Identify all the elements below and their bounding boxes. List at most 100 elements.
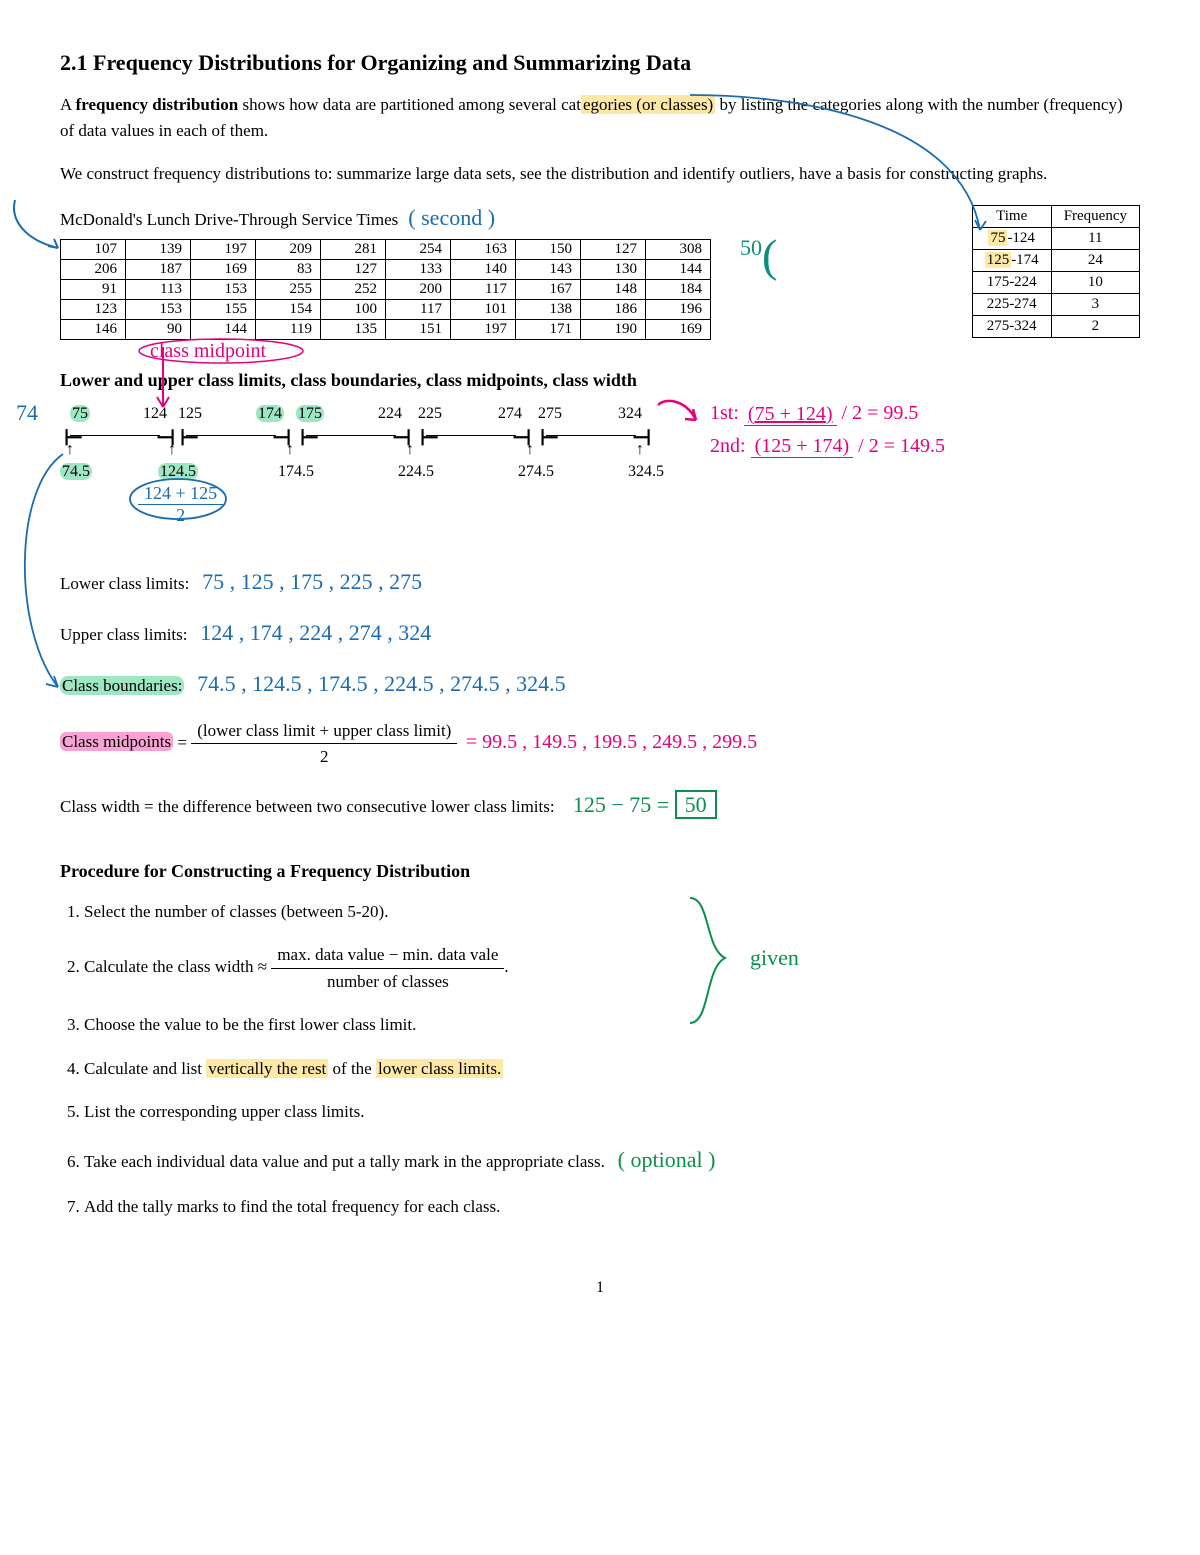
- table-cell: 153: [191, 279, 256, 299]
- table-cell: 163: [451, 239, 516, 259]
- table-cell: 167: [516, 279, 581, 299]
- table-header: Frequency: [1051, 205, 1139, 227]
- anno-values: = 99.5 , 149.5 , 199.5 , 249.5 , 299.5: [466, 730, 757, 752]
- table-cell: 127: [321, 259, 386, 279]
- limits-heading: Lower and upper class limits, class boun…: [60, 370, 1140, 391]
- table-cell: 275-324: [972, 315, 1051, 337]
- tick-label: 225: [418, 405, 442, 423]
- table-cell: 175-224: [972, 271, 1051, 293]
- table-cell: 83: [256, 259, 321, 279]
- boundary-label: 324.5: [628, 463, 664, 481]
- table-cell: 151: [386, 319, 451, 339]
- table-cell: 10: [1051, 271, 1139, 293]
- list-item: Add the tally marks to find the total fr…: [84, 1194, 1140, 1220]
- list-item: Choose the value to be the first lower c…: [84, 1012, 1140, 1038]
- table-cell: 140: [451, 259, 516, 279]
- list-item: Select the number of classes (between 5-…: [84, 899, 1140, 925]
- anno-optional: ( optional ): [618, 1147, 716, 1172]
- table-cell: 148: [581, 279, 646, 299]
- table-cell: 123: [61, 299, 126, 319]
- anno-width-calc: 125 − 75 = 50: [567, 790, 716, 819]
- table-cell: 75-124: [972, 227, 1051, 249]
- table-cell: 3: [1051, 293, 1139, 315]
- table-cell: 196: [646, 299, 711, 319]
- highlight: vertically the rest: [206, 1059, 328, 1078]
- procedure-list: Select the number of classes (between 5-…: [60, 899, 1140, 1220]
- tick-label: 224: [378, 405, 402, 423]
- table-cell: 117: [386, 299, 451, 319]
- table-cell: 130: [581, 259, 646, 279]
- table-cell: 197: [451, 319, 516, 339]
- anno-given: given: [750, 945, 799, 971]
- table-cell: 190: [581, 319, 646, 339]
- anno-boundary-calc: 124 + 1252: [138, 483, 223, 526]
- table-cell: 139: [126, 239, 191, 259]
- tick-label: 174: [256, 405, 284, 422]
- text: .: [504, 957, 508, 976]
- page-title: 2.1 Frequency Distributions for Organizi…: [60, 50, 1140, 76]
- boundary-label: 274.5: [518, 463, 554, 481]
- list-item: Take each individual data value and put …: [84, 1143, 1140, 1176]
- brace-icon: [680, 893, 740, 1033]
- label: Class width = the difference between two…: [60, 797, 555, 816]
- tick-label: 324: [618, 405, 642, 423]
- text: Calculate and list: [84, 1059, 206, 1078]
- text: A: [60, 95, 76, 114]
- table-cell: 186: [581, 299, 646, 319]
- freq-table-wrap: TimeFrequency75-12411125-17424175-224102…: [972, 205, 1140, 338]
- bold-term: frequency distribution: [76, 95, 239, 114]
- arrow-icon: [656, 395, 706, 435]
- label: Class boundaries:: [60, 676, 184, 695]
- arrow-icon: [8, 449, 78, 704]
- formula-num: max. data value − min. data vale: [271, 942, 504, 969]
- anno-values: 74.5 , 124.5 , 174.5 , 224.5 , 274.5 , 3…: [197, 671, 566, 696]
- example-row: McDonald's Lunch Drive-Through Service T…: [60, 205, 1140, 340]
- arrow-icon: [10, 200, 70, 260]
- boxed-result: 50: [675, 790, 717, 819]
- anno-74: 74: [16, 400, 38, 426]
- table-cell: 135: [321, 319, 386, 339]
- tick-label: 124: [143, 405, 167, 423]
- boundary-label: 174.5: [278, 463, 314, 481]
- anno-midpoint-calcs: 1st: (75 + 124) / 2 = 99.5 2nd: (125 + 1…: [710, 397, 945, 462]
- intro-p2: We construct frequency distributions to:…: [60, 161, 1140, 187]
- formula-den: number of classes: [271, 969, 504, 995]
- table-cell: 143: [516, 259, 581, 279]
- table-cell: 153: [126, 299, 191, 319]
- tick-label: 75: [70, 405, 90, 422]
- numberline-area: 74 75 124 ⊢ ⊣ 125 174 ⊢ ⊣ 175 224 ⊢ ⊣ 22…: [60, 405, 1140, 565]
- limits-lists: Lower class limits: 75 , 125 , 175 , 225…: [60, 565, 1140, 821]
- table-cell: 138: [516, 299, 581, 319]
- raw-data-table: 1071391972092812541631501273082061871698…: [60, 239, 711, 340]
- table-cell: 91: [61, 279, 126, 299]
- table-cell: 2: [1051, 315, 1139, 337]
- list-item: List the corresponding upper class limit…: [84, 1099, 1140, 1125]
- table-cell: 133: [386, 259, 451, 279]
- table-header: Time: [972, 205, 1051, 227]
- table-cell: 197: [191, 239, 256, 259]
- table-cell: 308: [646, 239, 711, 259]
- intro-p1: A frequency distribution shows how data …: [60, 92, 1140, 143]
- anno-values: 124 , 174 , 224 , 274 , 324: [200, 620, 431, 645]
- text: Take each individual data value and put …: [84, 1152, 605, 1171]
- tick-label: 275: [538, 405, 562, 423]
- table-cell: 169: [646, 319, 711, 339]
- table-cell: 150: [516, 239, 581, 259]
- table-cell: 154: [256, 299, 321, 319]
- list-item: Calculate the class width ≈ max. data va…: [84, 942, 1140, 994]
- table-cell: 107: [61, 239, 126, 259]
- procedure-heading: Procedure for Constructing a Frequency D…: [60, 861, 1140, 882]
- label: Upper class limits:: [60, 625, 187, 644]
- oval-icon: [128, 477, 228, 525]
- table-cell: 281: [321, 239, 386, 259]
- list-item: Calculate and list vertically the rest o…: [84, 1056, 1140, 1082]
- table-cell: 206: [61, 259, 126, 279]
- table-cell: 255: [256, 279, 321, 299]
- tick-label: 274: [498, 405, 522, 423]
- numberline: 75 124 ⊢ ⊣ 125 174 ⊢ ⊣ 175 224 ⊢ ⊣ 225 2…: [60, 405, 1140, 465]
- table-cell: 117: [451, 279, 516, 299]
- table-cell: 200: [386, 279, 451, 299]
- label: Lower class limits:: [60, 574, 189, 593]
- anno-values: 75 , 125 , 175 , 225 , 275: [202, 569, 422, 594]
- highlight: lower class limits.: [376, 1059, 503, 1078]
